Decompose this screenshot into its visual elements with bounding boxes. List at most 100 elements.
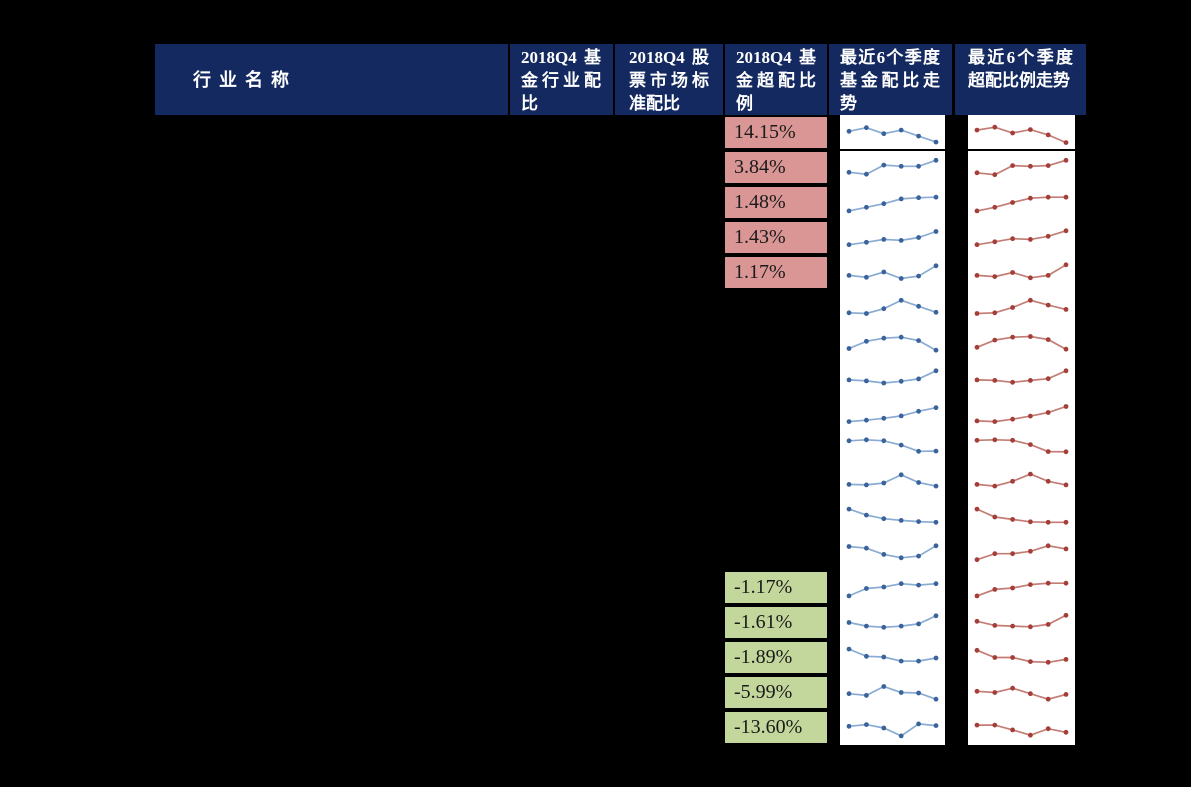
sparkline-point xyxy=(881,684,887,689)
sparkline-point xyxy=(881,380,887,386)
sparkline-point xyxy=(933,655,939,661)
sparkline-point xyxy=(898,658,904,664)
sparkline-point xyxy=(1063,729,1069,735)
sparkline-point xyxy=(933,696,939,702)
sparkline-point xyxy=(1063,612,1069,618)
sparkline-point xyxy=(1045,273,1051,278)
header-fund-overweight-ratio: 2018Q4 基金超配比例 xyxy=(725,44,827,115)
sparkline-point xyxy=(1028,624,1033,630)
sparkline-point xyxy=(933,368,939,374)
sparkline-point xyxy=(846,593,852,599)
sparkline-point xyxy=(846,169,852,175)
sparkline-point xyxy=(1063,140,1069,145)
overweight-ratio-sparkline xyxy=(974,722,1069,738)
sparkline-point xyxy=(898,378,904,384)
sparkline-point xyxy=(898,163,904,169)
sparkline-point xyxy=(992,722,998,728)
sparkline-point xyxy=(933,229,939,234)
sparkline-point xyxy=(881,415,887,421)
sparkline-point xyxy=(846,506,852,512)
sparkline-point xyxy=(846,310,852,316)
overweight-ratio-cell: 3.84% xyxy=(725,152,827,183)
sparkline-point xyxy=(1045,622,1051,627)
sparkline-point xyxy=(898,581,904,587)
overweight-ratio-cell: 1.17% xyxy=(725,257,827,288)
sparkline-point xyxy=(1010,655,1015,660)
sparkline-point xyxy=(916,582,921,588)
sparkline-point xyxy=(1063,449,1069,455)
overweight-ratio-sparkline xyxy=(974,124,1069,145)
sparkline-point xyxy=(1010,416,1015,422)
fund-ratio-sparkline xyxy=(846,613,939,630)
overweight-ratio-value: -1.17% xyxy=(734,576,793,598)
sparkline-point xyxy=(864,693,869,698)
sparkline-point xyxy=(974,418,980,424)
sparkline-point xyxy=(933,263,939,269)
sparkline-point xyxy=(864,545,869,551)
sparkline-point xyxy=(1028,519,1033,525)
sparkline-point xyxy=(992,172,998,178)
sparkline-point xyxy=(916,235,921,240)
sparkline-point xyxy=(916,480,921,485)
sparkline-point xyxy=(864,482,869,488)
sparkline-point xyxy=(992,239,998,245)
sparkline-point xyxy=(974,557,980,563)
sparkline-point xyxy=(1063,580,1069,586)
sparkline-point xyxy=(1028,275,1033,281)
sparkline-point xyxy=(974,618,980,624)
sparkline-point xyxy=(898,690,904,695)
sparkline-point xyxy=(1063,307,1069,312)
sparkline-point xyxy=(881,480,887,486)
sparkline-point xyxy=(916,553,921,559)
first-row-divider xyxy=(840,149,945,151)
sparkline-point xyxy=(1045,519,1051,525)
sparkline-point xyxy=(974,506,980,512)
sparkline-point xyxy=(992,124,998,130)
sparkline-point xyxy=(864,274,869,280)
sparkline-point xyxy=(881,516,887,522)
overweight-ratio-sparkline xyxy=(974,612,1069,630)
fund-ratio-sparkline xyxy=(846,472,939,489)
header-fund-industry-ratio: 2018Q4 基金行业配比 xyxy=(510,44,613,115)
sparkline-point xyxy=(1063,657,1069,662)
sparkline-point xyxy=(1045,302,1051,308)
sparkline-point xyxy=(881,654,887,660)
sparkline-point xyxy=(974,647,980,653)
sparkline-point xyxy=(1063,482,1069,488)
fund-ratio-sparkline xyxy=(846,506,939,525)
sparkline-point xyxy=(974,170,980,176)
sparkline-point xyxy=(933,194,939,200)
sparkline-point xyxy=(1010,685,1015,691)
sparkline-point xyxy=(1045,337,1051,342)
sparkline-point xyxy=(1010,305,1015,310)
overweight-ratio-sparkline xyxy=(974,580,1069,599)
sparkline-point xyxy=(974,242,980,248)
sparkline-point xyxy=(864,239,869,245)
overweight-ratio-value: -5.99% xyxy=(734,681,793,703)
overweight-ratio-cell: 14.15% xyxy=(725,117,827,148)
sparkline-point xyxy=(1028,582,1033,587)
sparkline-point xyxy=(1045,726,1051,732)
sparkline-point xyxy=(1045,659,1051,665)
sparkline-point xyxy=(933,405,939,411)
sparkline-point xyxy=(864,311,869,316)
sparkline-point xyxy=(1063,404,1069,409)
sparkline-point xyxy=(974,593,980,599)
overweight-ratio-value: 1.48% xyxy=(734,191,786,213)
overweight-ratio-sparkline xyxy=(974,368,1069,385)
fund-ratio-sparkline xyxy=(846,437,939,454)
sparkline-point xyxy=(898,442,904,448)
sparkline-point xyxy=(992,551,998,557)
header-fund-ratio-trend: 最近6个季度基金配比走势 xyxy=(829,44,952,115)
sparkline-point xyxy=(933,613,939,619)
sparkline-point xyxy=(974,127,980,133)
fund-ratio-sparkline xyxy=(846,125,939,145)
sparkline-point xyxy=(1028,442,1033,447)
sparkline-point xyxy=(846,691,852,697)
sparkline-point xyxy=(898,238,904,243)
sparkline-point xyxy=(864,722,869,727)
sparkline-point xyxy=(933,723,939,728)
sparkline-point xyxy=(846,208,852,214)
overweight-ratio-sparkline-column xyxy=(968,115,1075,745)
